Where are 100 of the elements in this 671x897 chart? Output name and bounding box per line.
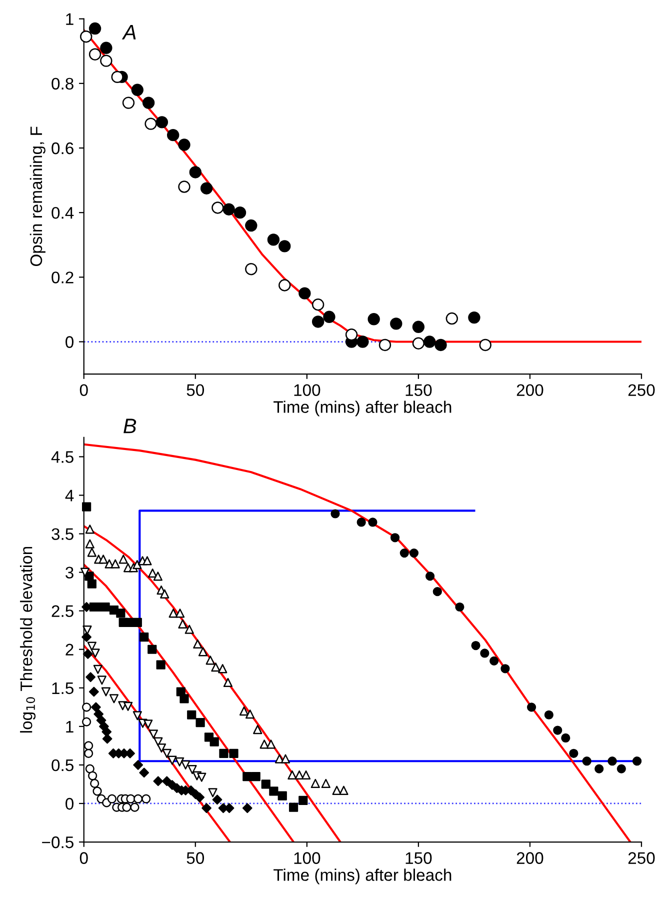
- point: [140, 632, 149, 642]
- point: [82, 649, 93, 659]
- point: [139, 768, 150, 778]
- y-tick-label: 2.5: [52, 605, 74, 618]
- point: [423, 336, 436, 348]
- point: [208, 788, 218, 798]
- y-tick-label: 1.5: [52, 682, 74, 694]
- point: [110, 559, 120, 568]
- point: [96, 715, 106, 726]
- point: [194, 792, 205, 802]
- point: [400, 548, 409, 558]
- point: [561, 733, 570, 743]
- point: [312, 298, 324, 311]
- point: [202, 803, 212, 814]
- point: [122, 96, 135, 109]
- point: [260, 740, 269, 749]
- point: [278, 240, 291, 252]
- point: [88, 686, 99, 697]
- point: [594, 764, 604, 774]
- point: [198, 647, 208, 656]
- point: [175, 757, 184, 766]
- point: [100, 54, 112, 67]
- point: [153, 572, 162, 581]
- point: [148, 730, 158, 739]
- y-tick-label: 0.2: [52, 272, 74, 284]
- point: [156, 116, 168, 128]
- point: [553, 726, 562, 735]
- point: [123, 702, 133, 711]
- point: [253, 724, 262, 734]
- point: [193, 639, 202, 649]
- point: [339, 786, 348, 795]
- point: [269, 786, 278, 796]
- point: [390, 533, 400, 542]
- point: [132, 711, 142, 720]
- point: [298, 287, 311, 300]
- point: [88, 771, 98, 780]
- point: [160, 589, 170, 598]
- point: [632, 756, 642, 766]
- point: [100, 42, 112, 54]
- point: [156, 660, 166, 670]
- point: [85, 764, 94, 774]
- point: [88, 22, 102, 35]
- y-axis-title: log$_{10}$ Threshold elevation: [20, 546, 36, 733]
- point: [189, 166, 202, 178]
- point: [197, 772, 206, 782]
- point: [345, 328, 358, 341]
- point: [94, 709, 104, 720]
- point: [82, 717, 92, 726]
- x-axis-title: Time (mins) after bleach: [274, 868, 452, 884]
- point: [245, 263, 258, 276]
- point: [187, 710, 196, 720]
- point: [107, 794, 117, 804]
- point: [261, 780, 270, 789]
- point: [98, 554, 108, 564]
- point: [368, 518, 378, 527]
- y-tick-label: 1: [66, 13, 74, 25]
- point: [90, 648, 100, 658]
- point: [330, 509, 340, 518]
- y-tick-label: 0.6: [52, 142, 74, 154]
- y-tick-label: 3.5: [52, 528, 74, 540]
- x-tick-label: 200: [516, 852, 544, 864]
- point: [321, 778, 330, 788]
- line-series: [84, 644, 232, 842]
- y-tick-label: 0.5: [52, 759, 74, 772]
- point: [156, 743, 166, 753]
- point: [196, 718, 205, 728]
- point: [468, 311, 480, 324]
- point: [409, 548, 419, 558]
- point: [133, 760, 143, 770]
- point: [82, 702, 92, 712]
- x-tick-label: 50: [186, 852, 204, 864]
- x-tick-label: 150: [406, 852, 432, 864]
- y-tick-label: 4.5: [51, 451, 74, 463]
- point: [500, 664, 510, 674]
- point: [167, 128, 180, 142]
- point: [608, 756, 617, 766]
- point: [210, 737, 219, 746]
- point: [102, 734, 112, 744]
- x-tick-label: 0: [80, 384, 88, 396]
- point: [142, 556, 152, 566]
- point: [242, 803, 252, 814]
- x-axis-title: Time (mins) after bleach: [274, 400, 452, 416]
- y-tick-label: 2: [66, 644, 74, 656]
- point: [97, 676, 106, 685]
- point: [582, 756, 592, 766]
- x-tick-label: 200: [516, 384, 544, 396]
- point: [251, 772, 260, 782]
- point: [126, 794, 136, 804]
- point: [526, 702, 536, 712]
- chart-title: B: [124, 418, 136, 434]
- point: [412, 320, 425, 333]
- point: [87, 642, 96, 651]
- point: [489, 656, 499, 666]
- point: [122, 802, 132, 812]
- y-tick-label: 0: [66, 336, 74, 348]
- point: [168, 608, 178, 618]
- point: [180, 694, 189, 704]
- point: [266, 740, 276, 749]
- point: [455, 602, 464, 612]
- point: [312, 316, 324, 328]
